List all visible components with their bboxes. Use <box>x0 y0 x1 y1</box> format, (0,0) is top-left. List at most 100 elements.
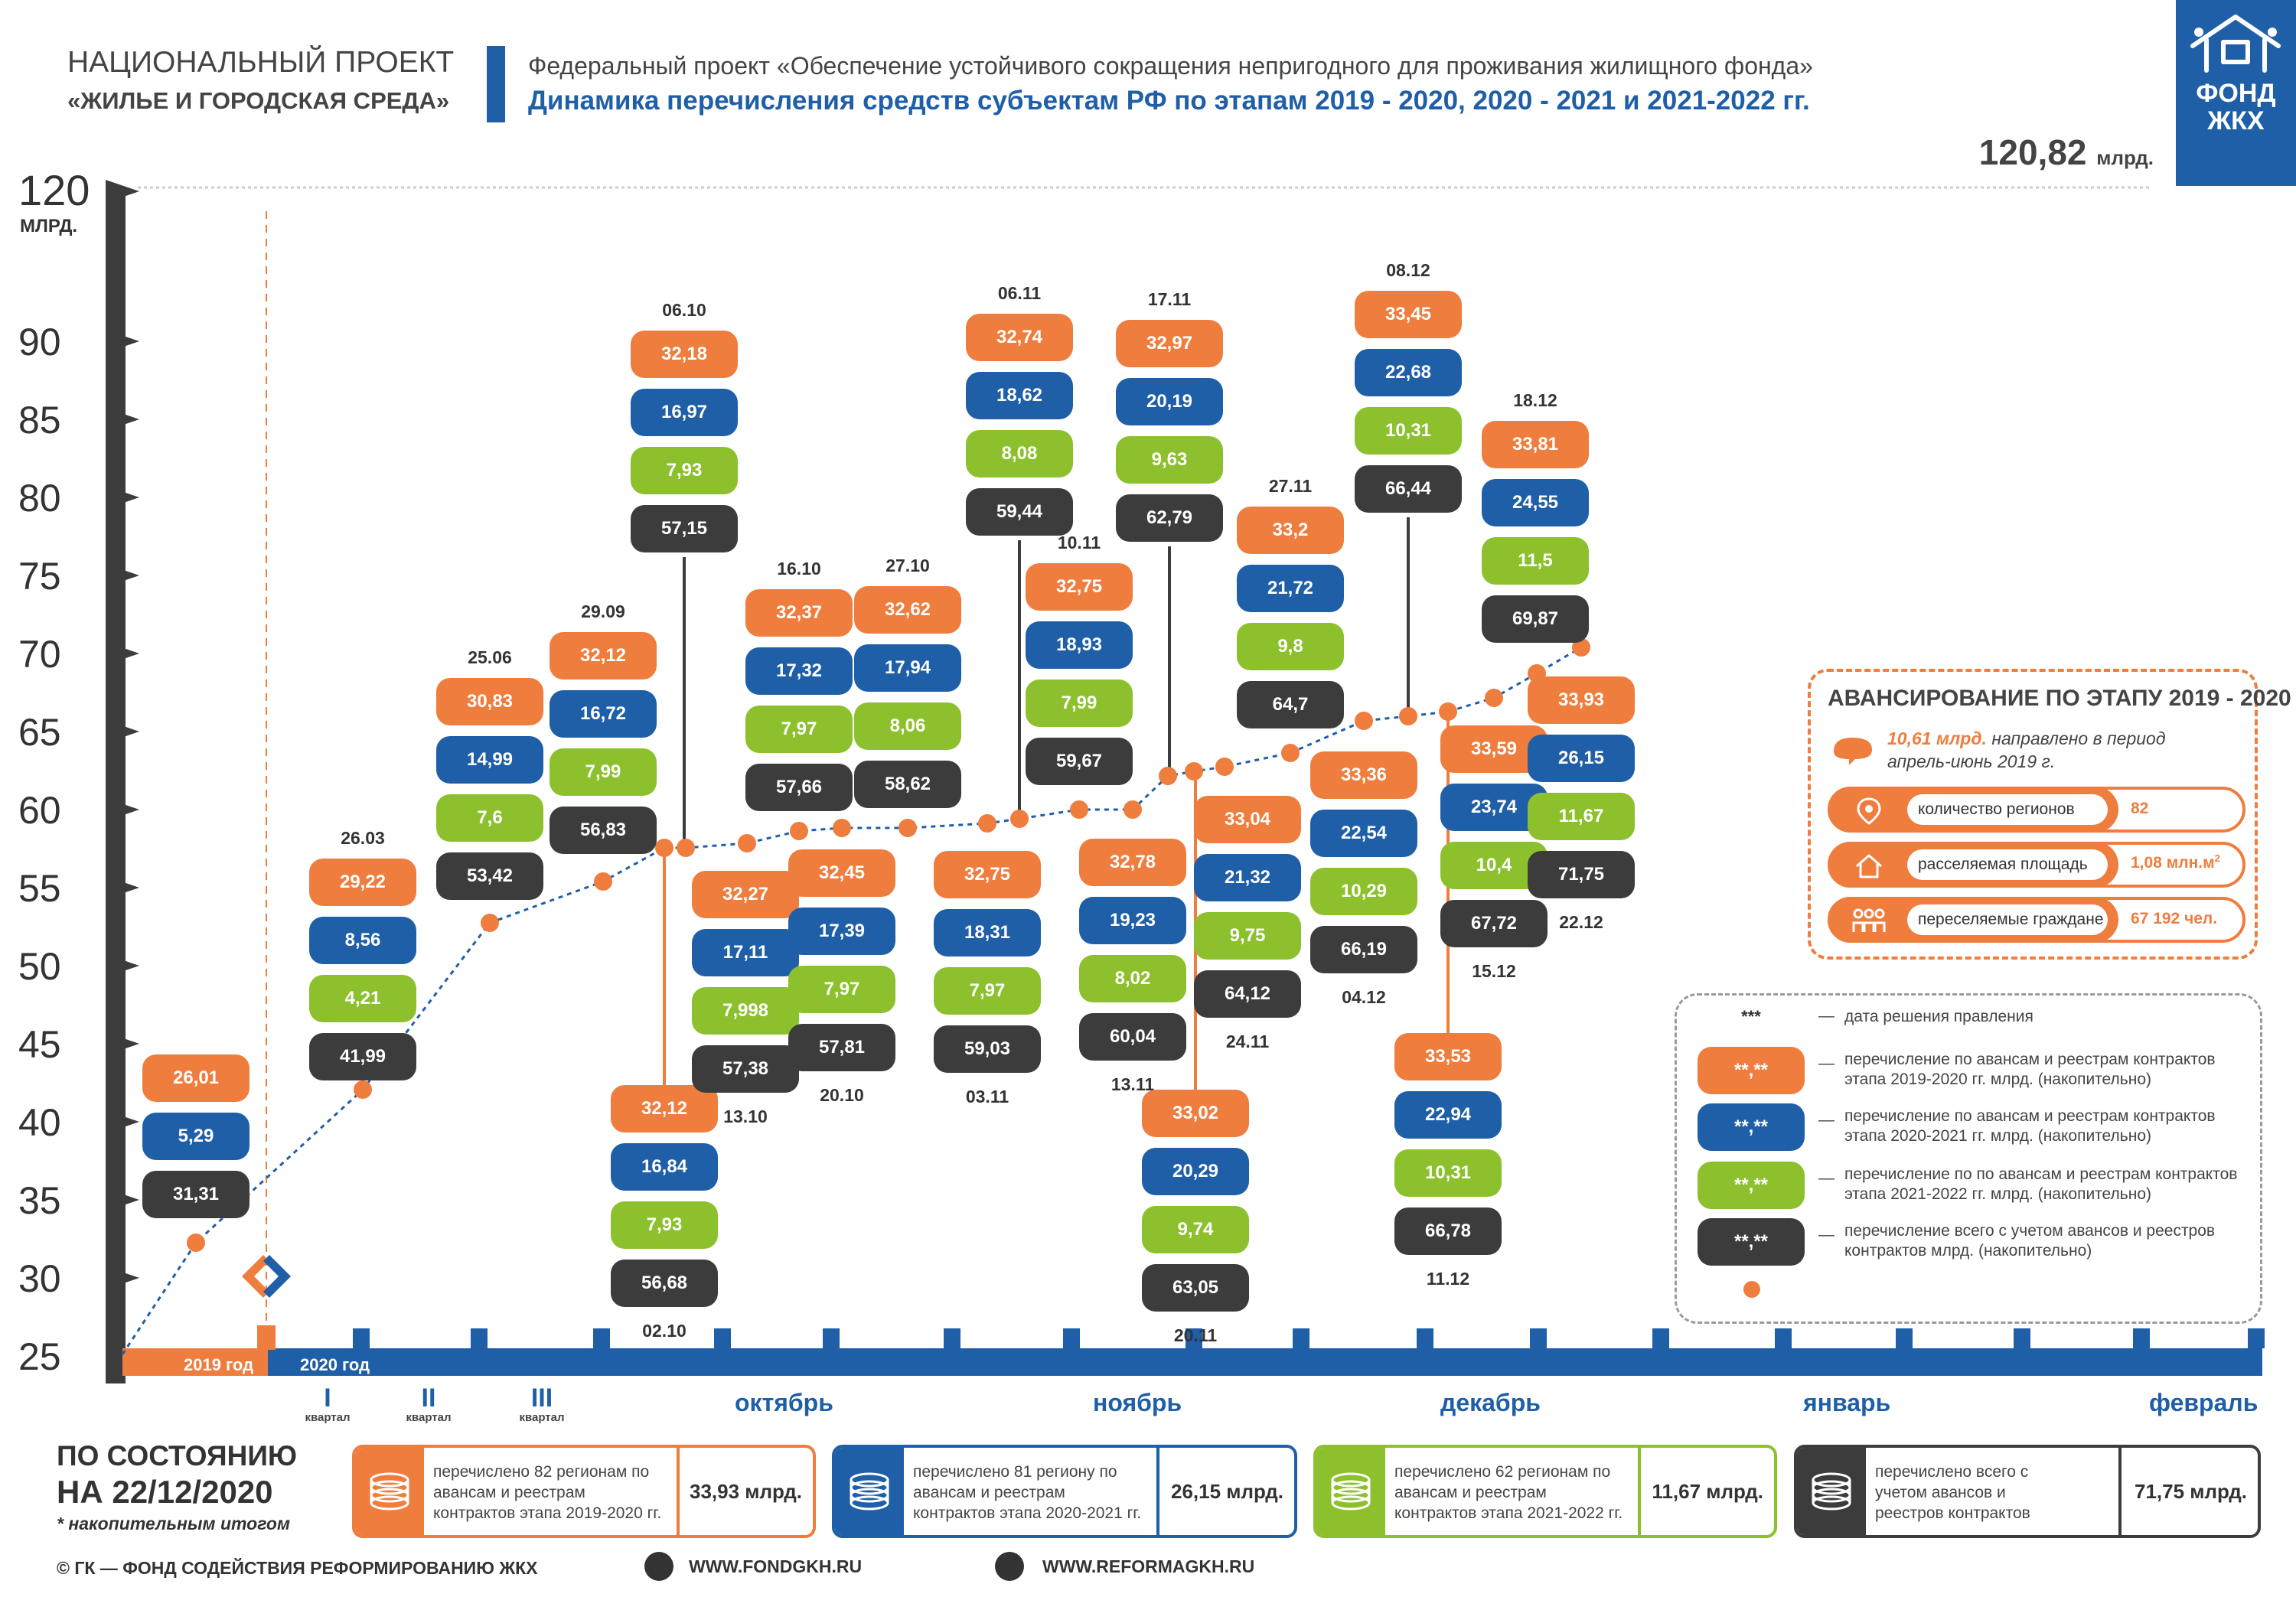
decision-date-label: 06.10 <box>662 300 706 320</box>
badge-stage-2020: 17,32 <box>745 647 853 695</box>
decision-date-label: 20.11 <box>1173 1325 1218 1345</box>
badge-stage-2021: 9,63 <box>1116 436 1223 484</box>
summary-value-total: 71,75 млрд. <box>2135 1479 2247 1503</box>
quarter-2: II квартал <box>398 1385 459 1424</box>
legend-dash: — <box>1818 1007 1835 1025</box>
badge-total: 71,75 <box>1528 851 1635 898</box>
advance-row-citizens-label: переселяемые граждане <box>1907 904 2108 935</box>
summary-text-total: перечислено всего с учетом авансов и рее… <box>1875 1463 2030 1522</box>
legend-text-2021-a: перечисление по по авансам и реестрам ко… <box>1844 1165 2238 1183</box>
decision-date-label: 16.10 <box>777 559 821 578</box>
summary-box-total: перечислено всего с учетом авансов и рее… <box>1794 1445 2261 1538</box>
badge-stage-2020: 18,31 <box>934 909 1041 957</box>
badge-total: 60,04 <box>1079 1013 1186 1061</box>
decision-date-label: 11.12 <box>1426 1269 1470 1289</box>
legend-dash: — <box>1818 1169 1835 1187</box>
data-point-dot <box>738 834 756 852</box>
coins-icon <box>1316 1448 1385 1535</box>
data-point-dot <box>833 819 851 837</box>
badge-stage-2019: 32,37 <box>745 589 853 637</box>
house-people-icon <box>2190 15 2281 73</box>
data-point-dot <box>1215 758 1234 776</box>
y-tick-label: 70 <box>18 633 61 676</box>
legend-sample-date: *** <box>1741 1007 1761 1026</box>
data-point-dot <box>978 814 996 833</box>
quarter-2-num: II <box>421 1383 436 1413</box>
coins-icon <box>355 1448 424 1535</box>
status-line1: ПО СОСТОЯНИЮ <box>57 1440 298 1471</box>
badge-stage-2019: 33,04 <box>1194 796 1301 843</box>
legend-row-2019: **,** — перечисление по авансам и реестр… <box>1698 1047 2264 1094</box>
decision-date-label: 13.11 <box>1110 1074 1155 1094</box>
decision-date-label: 27.10 <box>885 556 930 575</box>
badge-stage-2021: 7,99 <box>1026 680 1133 727</box>
y-axis-bar <box>106 190 126 1383</box>
decision-date-label: 22.12 <box>1559 912 1603 932</box>
decision-date-label: 02.10 <box>642 1321 687 1341</box>
decision-date-label: 25.06 <box>468 647 512 667</box>
legend-text-2020-b: этапа 2020-2021 гг. млрд. (накопительно) <box>1844 1127 2151 1145</box>
y-tick-label: 120 <box>18 166 90 214</box>
globe-icon <box>644 1552 673 1581</box>
badge-stage-2020: 8,56 <box>309 917 416 964</box>
footer-copyright: © ГК — ФОНД СОДЕЙСТВИЯ РЕФОРМИРОВАНИЮ ЖК… <box>57 1558 538 1578</box>
decision-date-label: 04.12 <box>1342 987 1386 1007</box>
quarter-3: III квартал <box>511 1385 572 1424</box>
badge-total: 57,15 <box>631 505 738 552</box>
advance-note-amount: 10,61 млрд. <box>1887 728 1987 748</box>
data-point-dot <box>1572 638 1590 657</box>
footer-link-fondgkh[interactable]: WWW.FONDGKH.RU <box>689 1556 863 1576</box>
badge-total: 57,66 <box>745 764 853 811</box>
diamond-left <box>242 1255 269 1298</box>
timeline-tick <box>471 1328 488 1348</box>
badge-stage-2019: 29,22 <box>309 859 416 906</box>
y-tick-arrow <box>106 408 139 431</box>
summary-box-2020: перечислено 81 региону по авансам и реес… <box>832 1445 1297 1538</box>
advance-row-area: расселяемая площадь 1,08 млн.м2 <box>1828 842 2245 888</box>
badge-total: 57,38 <box>692 1045 799 1093</box>
cloud-icon <box>1834 738 1872 765</box>
footer-link-reformagkh[interactable]: WWW.REFORMAGKH.RU <box>1042 1556 1255 1576</box>
badge-stage-2020: 21,32 <box>1194 854 1301 901</box>
badge-stage-2020: 20,19 <box>1116 378 1223 425</box>
advance-row-area-value: 1,08 млн.м2 <box>2131 852 2220 872</box>
badge-stage-2021: 9,74 <box>1142 1206 1249 1253</box>
badge-total: 58,62 <box>854 761 961 808</box>
badge-stage-2019: 32,45 <box>788 849 895 897</box>
badge-total: 56,68 <box>611 1260 718 1307</box>
legend-text-total-a: перечисление всего с учетом авансов и ре… <box>1844 1222 2216 1240</box>
month-january: январь <box>1803 1389 1891 1416</box>
badge-stage-2019: 32,62 <box>854 586 961 634</box>
y-tick-label: 75 <box>18 555 61 598</box>
badge-stage-2019: 32,75 <box>1026 563 1133 611</box>
legend-sample-blue: **,** <box>1698 1103 1805 1151</box>
legend-sample-orange: **,** <box>1698 1047 1805 1094</box>
summary-text-2019: перечислено 82 регионам по авансам и рее… <box>433 1463 662 1522</box>
badge-stage-2021: 8,06 <box>854 702 961 750</box>
badge-stage-2020: 26,15 <box>1528 735 1635 782</box>
y-tick-label: 50 <box>18 945 61 988</box>
y-tick-label: 25 <box>18 1335 61 1378</box>
badge-stage-2021: 8,08 <box>966 430 1073 477</box>
y-tick-label: 40 <box>18 1101 61 1144</box>
y-tick-label: 65 <box>18 711 61 754</box>
house-icon <box>1856 854 1882 878</box>
legend-dash: — <box>1818 1226 1835 1243</box>
summary-divider <box>1638 1448 1641 1535</box>
status-note: * накопительным итогом <box>57 1514 290 1533</box>
badge-stage-2019: 32,75 <box>934 851 1041 898</box>
logo-text: ФОНД ЖКХ <box>2176 80 2296 135</box>
advance-row-citizens: переселяемые граждане 67 192 чел. <box>1828 897 2245 943</box>
timeline-tick <box>353 1328 370 1348</box>
advance-row-area-label: расселяемая площадь <box>1907 849 2108 880</box>
badge-stage-2021: 10,31 <box>1355 407 1462 455</box>
timeline-tick <box>1186 1328 1202 1348</box>
month-february: февраль <box>2149 1389 2258 1416</box>
badge-stage-2021: 11,67 <box>1528 793 1635 840</box>
fund-diamond-icon <box>242 1255 291 1298</box>
data-point-dot <box>1399 707 1417 725</box>
badge-stage-2020: 22,54 <box>1310 810 1417 857</box>
legend-row-date: *** — дата решения правления <box>1698 1004 2264 1035</box>
y-tick-arrow <box>106 1110 139 1133</box>
